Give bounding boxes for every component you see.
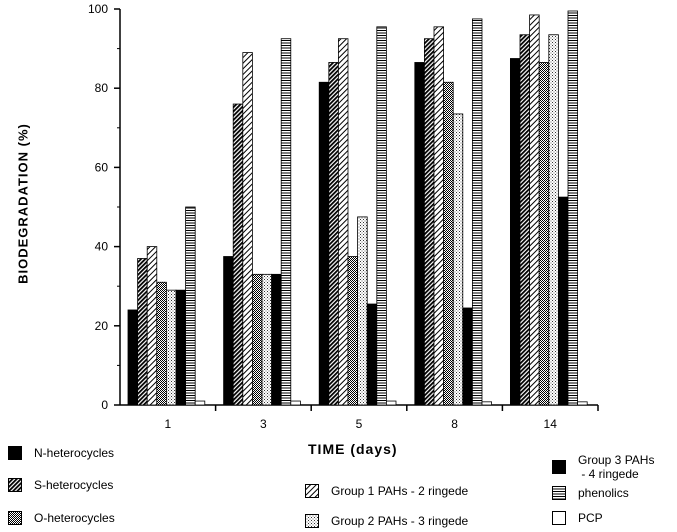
- bar: [423, 38, 435, 406]
- y-tick-label: 20: [95, 319, 109, 333]
- bar: [328, 62, 339, 406]
- x-tick-label: 5: [356, 417, 363, 431]
- bar: [156, 281, 167, 406]
- legend-item-group1-pahs: Group 1 PAHs - 2 ringede: [305, 484, 468, 498]
- bar: [261, 273, 273, 406]
- y-tick-label: 80: [95, 81, 109, 95]
- bar: [376, 26, 387, 406]
- legend-swatch-hlines: [552, 486, 566, 500]
- legend-item-n-heterocycles: N-heterocycles: [8, 446, 114, 460]
- bar: [337, 38, 349, 406]
- bar: [366, 303, 378, 406]
- bar: [318, 81, 330, 406]
- legend-label: PCP: [578, 511, 603, 525]
- bar: [538, 62, 550, 406]
- bar: [577, 401, 588, 406]
- bar: [127, 309, 139, 406]
- legend-swatch-graphic: [552, 511, 566, 525]
- x-tick-label: 1: [164, 417, 171, 431]
- legend-item-phenolics: phenolics: [552, 486, 629, 500]
- y-tick-label: 100: [88, 2, 108, 16]
- legend-swatch-graphic: [552, 460, 566, 474]
- bar: [290, 400, 301, 406]
- bar: [443, 81, 454, 406]
- bar: [529, 14, 540, 406]
- bar: [194, 400, 206, 406]
- legend-label: Group 3 PAHs - 4 ringede: [578, 453, 655, 481]
- legend-swatch-graphic: [305, 514, 319, 528]
- x-tick-label: 14: [544, 417, 558, 431]
- x-tick-label: 3: [260, 417, 267, 431]
- bar: [280, 38, 292, 406]
- bar: [433, 26, 445, 406]
- legend-item-group3-pahs: Group 3 PAHs - 4 ringede: [552, 453, 654, 481]
- legend-swatch-graphic: [8, 446, 22, 460]
- y-tick-label: 60: [95, 160, 109, 174]
- bar: [548, 34, 559, 406]
- legend-item-group2-pahs: Group 2 PAHs - 3 ringede: [305, 514, 468, 528]
- bar: [509, 58, 521, 406]
- bar: [471, 18, 483, 406]
- legend-item-s-heterocycles: S-heterocycles: [8, 478, 113, 492]
- bar: [251, 273, 263, 406]
- bar: [357, 216, 368, 406]
- bar: [232, 103, 244, 406]
- bar: [223, 256, 234, 406]
- legend-swatch-solid: [552, 460, 566, 474]
- bar: [271, 273, 282, 406]
- bar: [462, 307, 473, 406]
- legend-label: N-heterocycles: [34, 446, 115, 460]
- legend-label: S-heterocycles: [34, 478, 114, 492]
- bar: [146, 246, 158, 406]
- legend-label: O-heterocycles: [34, 511, 115, 525]
- legend-label: phenolics: [578, 486, 629, 500]
- legend-swatch-light-dots: [305, 514, 319, 528]
- x-tick-label: 8: [451, 417, 458, 431]
- bar: [165, 289, 177, 406]
- bar: [137, 258, 148, 406]
- legend-swatch-white: [552, 511, 566, 525]
- legend-item-pcp: PCP: [552, 511, 603, 525]
- bars: [127, 10, 588, 406]
- tick-labels: 0 20 40 60 80 100 1 3 5 8 14: [88, 2, 557, 431]
- legend-swatch-dots: [8, 511, 22, 525]
- bar: [452, 113, 464, 406]
- legend-swatch-graphic: [8, 478, 22, 492]
- bar: [347, 256, 359, 406]
- legend-swatch-graphic: [552, 486, 566, 500]
- legend-item-o-heterocycles: O-heterocycles: [8, 511, 115, 525]
- bar: [185, 206, 196, 406]
- bar: [558, 196, 569, 406]
- bar: [414, 62, 425, 406]
- y-tick-label: 40: [95, 240, 109, 254]
- x-axis-label: TIME (days): [308, 441, 398, 457]
- legend-swatch-dense-diag: [8, 478, 22, 492]
- legend-swatch-diag: [305, 484, 319, 498]
- y-tick-label: 0: [101, 398, 108, 412]
- y-axis-label: BIODEGRADATION (%): [15, 123, 31, 284]
- legend-swatch-solid: [8, 446, 22, 460]
- bar: [242, 52, 253, 406]
- bar: [385, 400, 397, 406]
- bar: [175, 289, 187, 406]
- legend-label: Group 1 PAHs - 2 ringede: [331, 484, 469, 498]
- legend-swatch-graphic: [305, 484, 319, 498]
- legend-swatch-graphic: [8, 511, 22, 525]
- bar: [519, 34, 531, 406]
- bar: [567, 10, 579, 406]
- legend-label: Group 2 PAHs - 3 ringede: [331, 514, 469, 528]
- bar: [481, 401, 493, 406]
